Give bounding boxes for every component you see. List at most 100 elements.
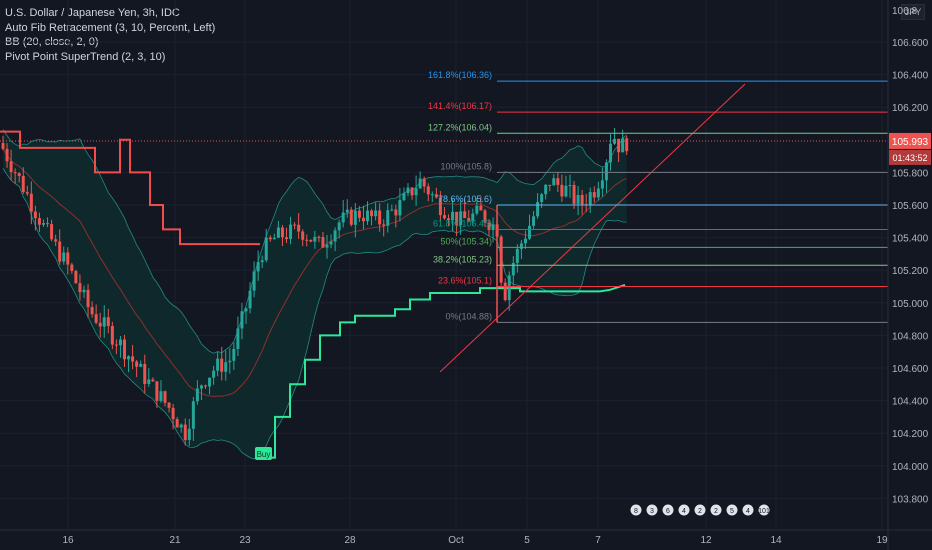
candle-body [568,185,572,187]
price-axis-label: 106.400 [892,71,929,82]
candle-body [90,307,94,315]
chart-legend: U.S. Dollar / Japanese Yen, 3h, IDC Auto… [5,6,215,64]
fib-level-label: 61.8%(105.45) [433,218,492,228]
candle-body [410,187,414,196]
candle-body [309,239,313,242]
price-axis-top-label: 106.8 [892,6,917,17]
candle-body [236,328,240,349]
candle-body [21,175,25,193]
fib-level-label: 100%(105.8) [440,161,492,171]
time-axis-label: 28 [344,535,356,546]
time-axis-label: 19 [876,535,888,546]
candle-body [357,210,361,218]
candle-body [123,339,126,360]
candle-body [414,188,418,196]
symbol-title[interactable]: U.S. Dollar / Japanese Yen, 3h, IDC [5,7,180,19]
candle-body [78,283,82,293]
event-badge-icon [645,503,659,517]
candle-body [337,222,341,231]
candle-body [609,143,612,163]
candle-body [402,193,406,201]
countdown-value: 01:43:52 [892,153,927,163]
candle-body [179,424,183,428]
event-badge-icon [629,503,643,517]
candle-body [394,209,398,216]
candle-body [580,194,584,205]
candle-body [475,205,479,214]
event-badge-icon [741,503,755,517]
time-axis-label: 14 [770,535,782,546]
candle-body [240,311,244,329]
candle-body [329,241,333,245]
fib-level-label: 127.2%(106.04) [428,122,492,132]
candle-body [151,379,155,382]
candle-body [232,348,236,361]
fib-level-label: 23.6%(105.1) [438,276,492,286]
price-axis-label: 104.200 [892,429,929,440]
bb-upper-band [2,129,627,354]
candle-body [191,401,195,429]
candle-body [455,211,459,226]
candle-body [556,178,560,185]
candle-body [544,184,548,195]
candle-body [305,239,309,241]
candle-body [127,356,131,360]
event-badge-count: 101 [758,508,770,515]
time-axis-label: 12 [700,535,712,546]
candle-body [438,197,442,216]
candle-body [447,218,450,220]
last-price-tag [889,132,931,149]
candle-body [378,210,382,225]
candle-body [617,138,621,153]
candle-body [442,215,446,219]
candle-body [536,202,540,217]
fib-indicator-label[interactable]: Auto Fib Retracement (3, 10, Percent, Le… [5,21,216,34]
candle-body [195,388,199,402]
candle-body [46,223,50,225]
candle-body [110,325,114,345]
candle-body [406,187,410,194]
supertrend-indicator-label[interactable]: Pivot Point SuperTrend (2, 3, 10) [5,50,166,63]
candle-body [175,419,179,428]
candle-body [118,339,122,346]
candle-body [386,210,390,226]
price-axis-label: 105.000 [892,299,929,310]
candle-body [313,236,317,242]
bb-fill [3,129,627,459]
candle-body [62,252,66,262]
price-axis-label: 104.400 [892,397,929,408]
candle-body [17,173,21,176]
candle-body [503,282,507,301]
candle-body [467,218,471,222]
candle-body [507,275,511,301]
candle-body [42,223,45,225]
candle-body [1,143,5,149]
candle-body [183,424,187,441]
candle-body [98,322,102,327]
candle-body [317,236,321,238]
candle-body [244,308,248,312]
fib-level-label: 50%(105.34) [440,236,492,246]
event-badge-icon [661,503,675,517]
candle-body [54,239,58,242]
buy-marker [255,447,272,460]
countdown-tag [889,149,931,165]
event-badge-icon [677,503,691,517]
candle-body [208,377,212,387]
candle-body [540,194,544,203]
candle-body [451,211,455,220]
candle-body [204,385,207,387]
price-axis-label: 105.600 [892,201,929,212]
price-axis-label: 104.000 [892,462,929,473]
candle-body [588,192,592,205]
candle-body [528,225,531,239]
candle-body [382,224,386,226]
candle-body [596,188,600,198]
candle-body [248,290,252,309]
event-badge-count: 4 [682,508,686,515]
candle-body [600,180,604,189]
currency-badge[interactable]: JPY [901,4,925,20]
candle-body [321,237,325,248]
event-badge-icon [757,503,771,517]
